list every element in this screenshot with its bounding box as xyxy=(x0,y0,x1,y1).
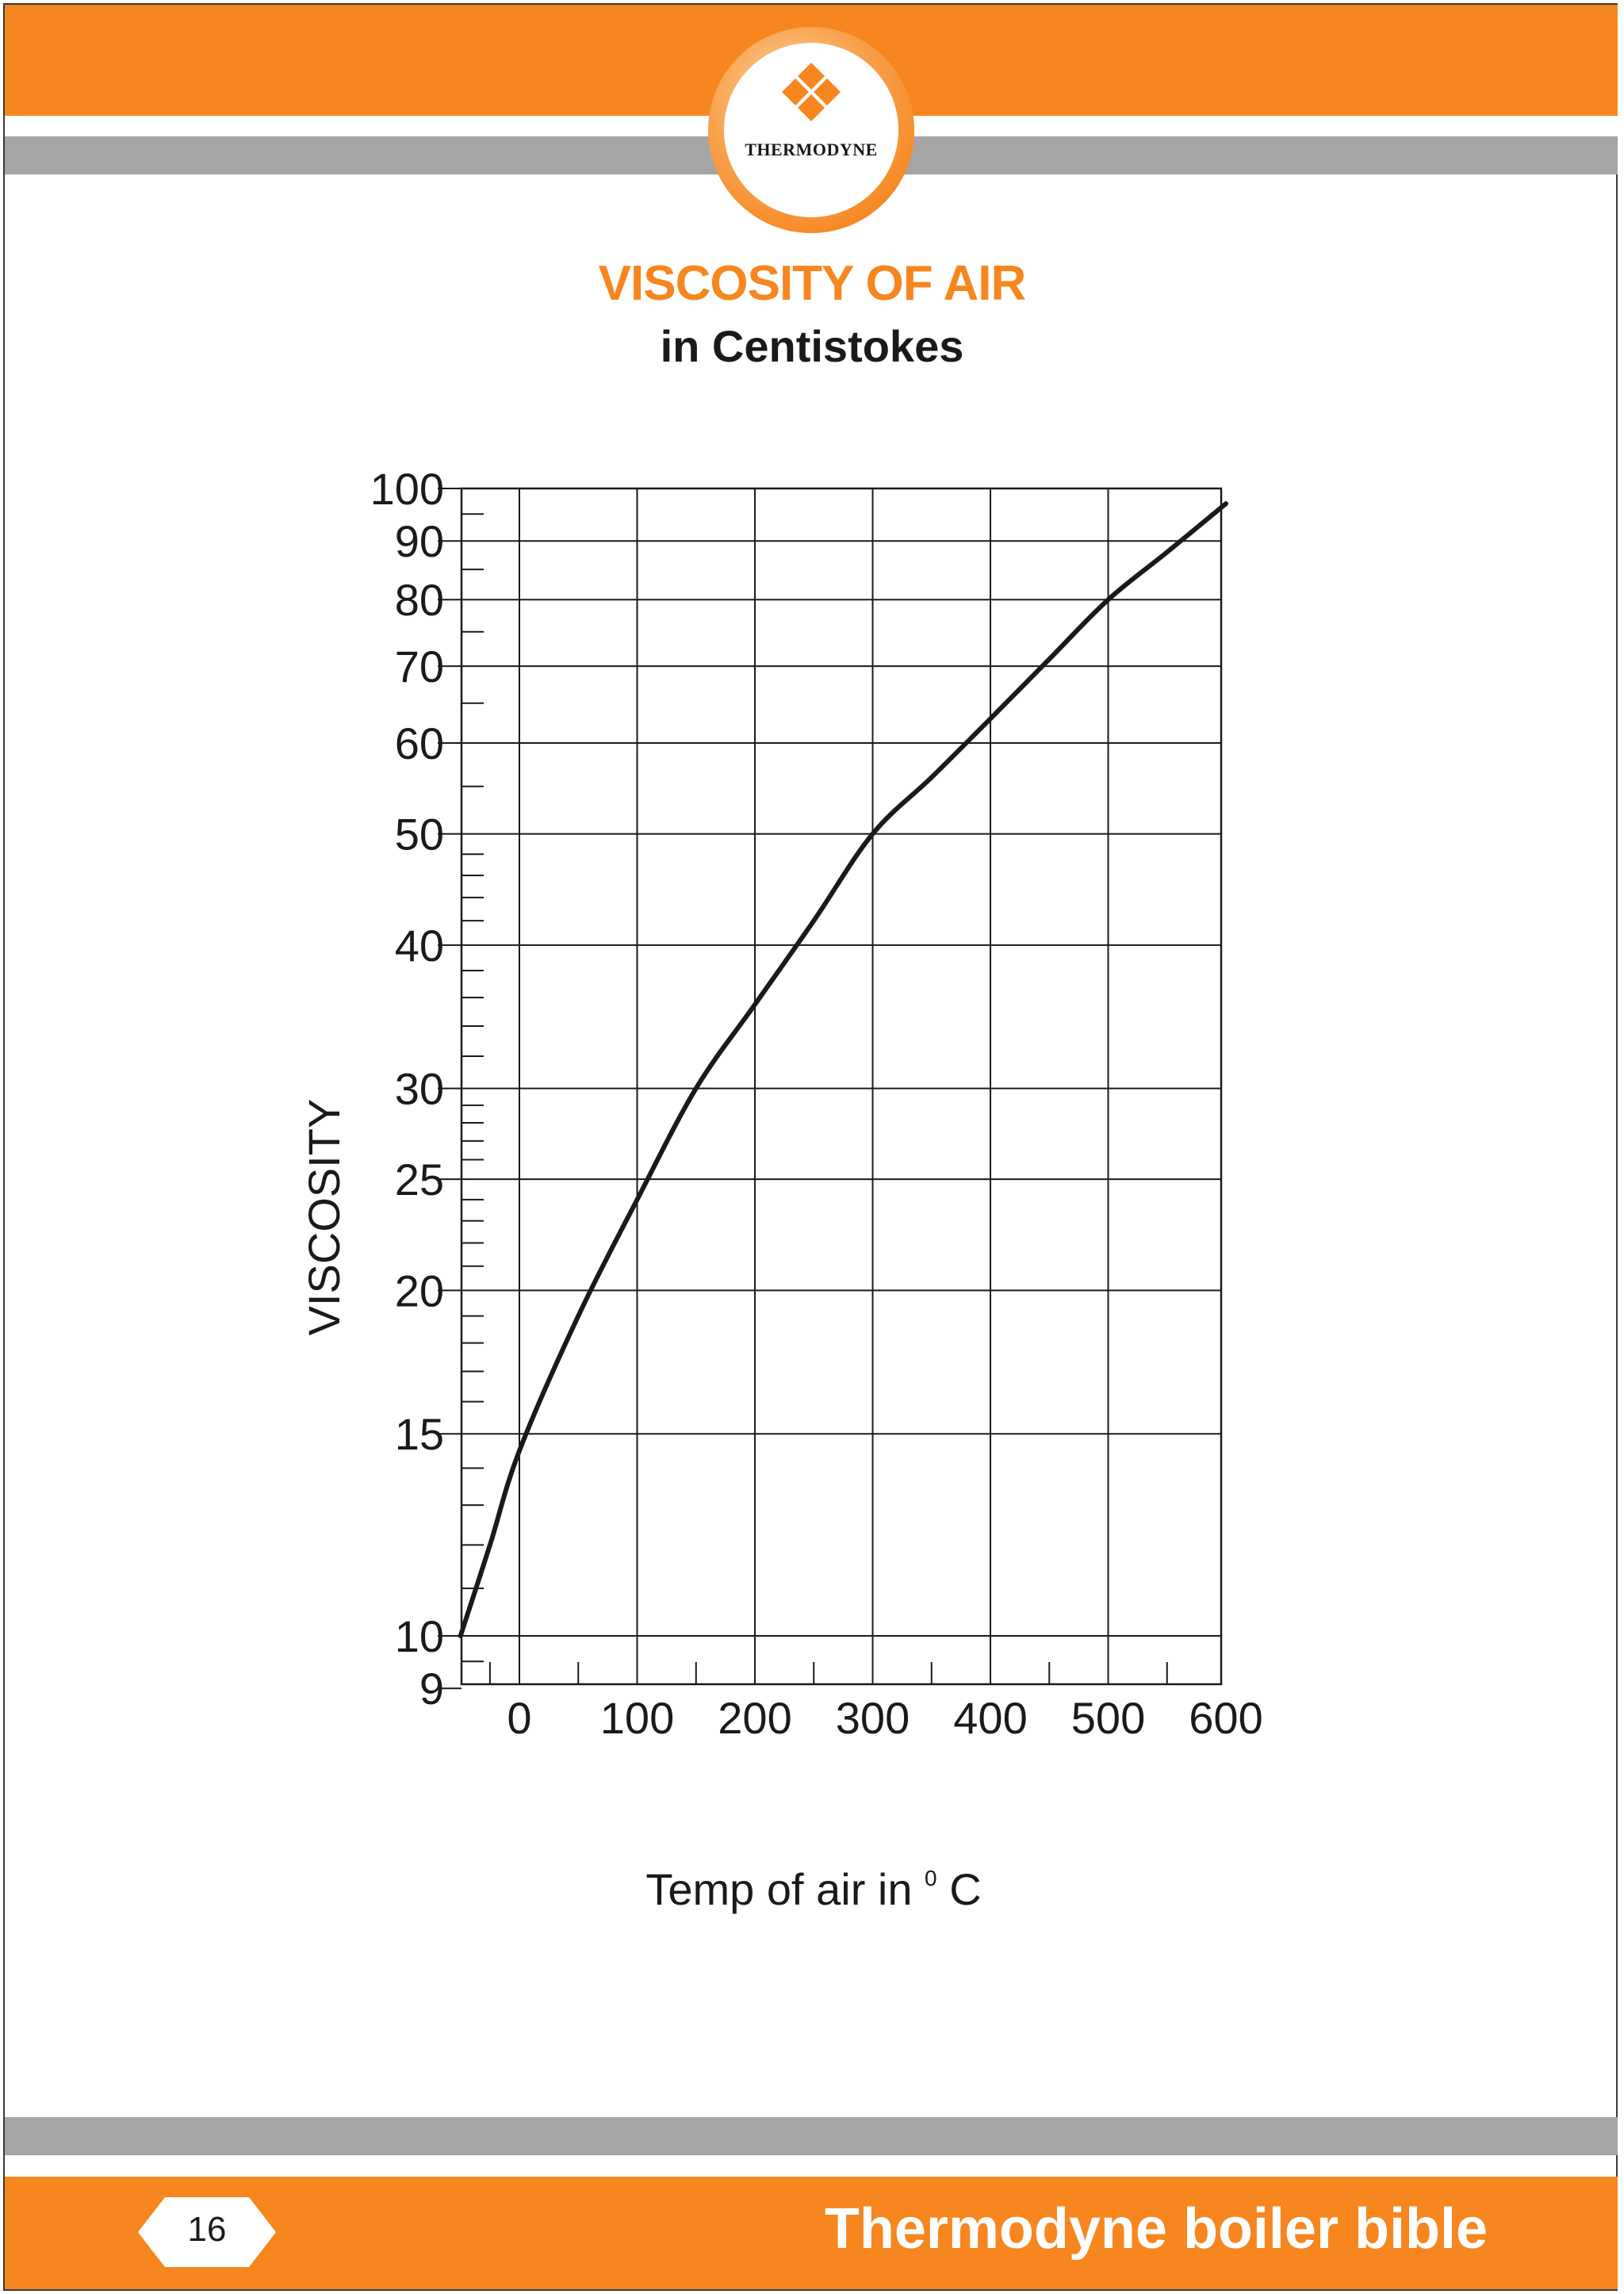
x-tick-label: 0 xyxy=(507,1693,531,1743)
x-axis-label-sup: 0 xyxy=(925,1866,937,1890)
logo-text: THERMODYNE xyxy=(745,140,878,159)
x-tick-label: 600 xyxy=(1189,1693,1262,1743)
y-tick-label: 100 xyxy=(370,464,444,514)
y-tick-label: 90 xyxy=(395,516,444,566)
y-tick-label: 70 xyxy=(395,641,444,691)
chart-minor-ticks xyxy=(438,488,1168,1690)
diamond-cluster-icon xyxy=(782,63,841,121)
y-tick-label: 20 xyxy=(395,1266,444,1316)
x-tick-label: 100 xyxy=(600,1693,674,1743)
y-tick-label: 60 xyxy=(395,718,444,768)
x-axis-label-unit: C xyxy=(949,1864,981,1914)
page-frame xyxy=(3,3,1618,2291)
footer-book-title: Thermodyne boiler bible xyxy=(824,2197,1488,2261)
x-tick-label: 500 xyxy=(1071,1693,1145,1743)
y-tick-label: 25 xyxy=(395,1155,444,1204)
y-tick-label: 15 xyxy=(395,1409,444,1459)
y-tick-label: 50 xyxy=(395,810,444,860)
x-axis-label-text: Temp of air in xyxy=(645,1864,912,1914)
y-tick-label: 30 xyxy=(395,1064,444,1114)
page-title: VISCOSITY OF AIR xyxy=(598,256,1027,311)
series-line xyxy=(458,501,1228,1638)
y-tick-label: 10 xyxy=(395,1611,444,1661)
x-tick-label: 200 xyxy=(718,1693,791,1743)
y-tick-label: 40 xyxy=(395,921,444,971)
y-tick-label: 80 xyxy=(395,575,444,625)
x-tick-label: 400 xyxy=(953,1693,1027,1743)
x-axis-label: Temp of air in 0 C xyxy=(645,1845,981,1914)
y-tick-label: 9 xyxy=(419,1664,444,1714)
page-number-badge xyxy=(138,2197,276,2267)
plot-frame xyxy=(460,487,1223,1686)
page-number: 16 xyxy=(187,2210,227,2249)
footer-grey-band xyxy=(5,2117,1618,2155)
chart-grid xyxy=(462,488,1221,1684)
x-tick-label: 300 xyxy=(836,1693,910,1743)
y-axis-label: VISCOSITY xyxy=(299,1099,349,1336)
page-subtitle: in Centistokes xyxy=(660,321,964,371)
